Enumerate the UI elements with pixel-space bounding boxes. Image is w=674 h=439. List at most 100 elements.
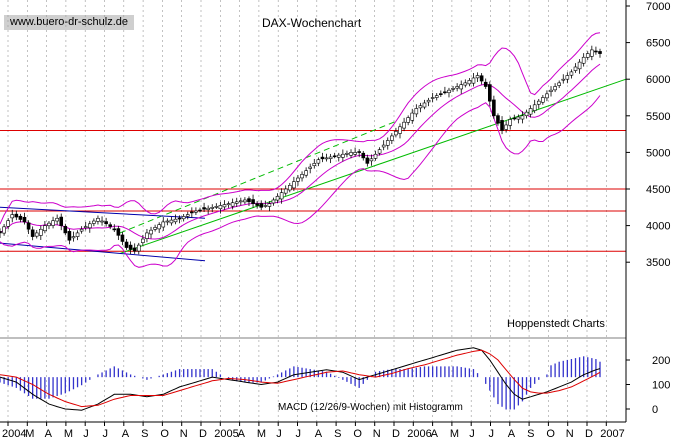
candle-body	[124, 241, 129, 248]
candle-body	[275, 196, 280, 201]
channel-lower-line	[0, 242, 206, 262]
candle-body	[210, 207, 215, 209]
candle-body	[598, 51, 602, 54]
time-tick-label: J	[469, 428, 475, 439]
candle-body	[365, 157, 370, 164]
macd-label: MACD (12/26/9-Wochen) mit Histogramm	[278, 402, 463, 413]
candle-body	[39, 228, 43, 236]
candle-body	[18, 215, 23, 220]
candle-body	[430, 97, 435, 99]
time-tick-label: D	[585, 428, 593, 439]
candle-body	[75, 232, 80, 237]
time-tick-label: 2005	[214, 428, 238, 439]
candle-body	[30, 229, 35, 237]
time-tick-label: J	[489, 428, 495, 439]
candle-body	[153, 227, 157, 230]
candle-body	[296, 177, 300, 182]
candle-body	[218, 205, 223, 210]
candle-body	[434, 95, 439, 98]
candle-body	[569, 71, 574, 76]
candle-body	[504, 124, 508, 130]
candle-body	[10, 214, 15, 219]
candle-body	[190, 211, 194, 214]
watermark-badge: www.buero-dr-schulz.de	[4, 15, 134, 30]
candle-body	[87, 223, 92, 229]
candle-body	[557, 82, 561, 86]
candle-body	[590, 49, 594, 57]
candle-body	[116, 228, 121, 236]
candle-body	[479, 75, 484, 82]
time-tick-label: J	[83, 428, 89, 439]
time-tick-label: M	[64, 428, 73, 439]
time-tick-label: A	[45, 428, 53, 439]
candle-body	[181, 216, 186, 220]
macd-tick-label: 200	[652, 355, 670, 367]
candle-body	[136, 244, 141, 252]
candle-body	[394, 131, 398, 136]
time-tick-label: O	[160, 428, 169, 439]
price-candles	[0, 45, 602, 255]
candle-body	[553, 86, 557, 91]
candle-body	[398, 126, 402, 134]
price-tick-label: 5500	[646, 111, 670, 123]
candle-body	[312, 163, 317, 166]
candle-body	[475, 75, 480, 79]
candle-body	[528, 108, 533, 115]
candle-body	[239, 200, 243, 203]
price-tick-label: 4000	[646, 221, 670, 233]
candle-body	[487, 84, 492, 102]
bollinger-lower	[0, 95, 601, 268]
signal-line	[0, 349, 601, 408]
candle-body	[581, 56, 586, 64]
candle-body	[43, 225, 47, 232]
candle-body	[455, 86, 459, 89]
macd-line	[0, 347, 601, 411]
uptrend-line	[119, 78, 627, 254]
candle-body	[251, 199, 255, 204]
candle-body	[308, 166, 313, 169]
candle-body	[206, 207, 210, 210]
price-tick-label: 3500	[646, 257, 670, 269]
candle-body	[157, 224, 161, 230]
candle-body	[410, 112, 415, 121]
candle-body	[426, 99, 431, 103]
support-levels	[0, 129, 626, 252]
candle-body	[463, 82, 468, 86]
time-tick-label: M	[257, 428, 266, 439]
candle-body	[406, 117, 410, 123]
candle-body	[149, 229, 153, 235]
time-tick-label: 2007	[600, 428, 624, 439]
candle-body	[385, 140, 390, 146]
candle-body	[447, 89, 451, 94]
candle-body	[336, 154, 341, 158]
price-axis-ticks: 7000 6500 6000 5500 5000 4500 4000 3500	[626, 1, 670, 269]
time-tick-label: A	[431, 428, 439, 439]
candle-body	[92, 220, 96, 224]
candle-body	[418, 105, 423, 109]
candle-body	[332, 155, 337, 158]
time-tick-label: D	[199, 428, 207, 439]
candle-body	[536, 100, 541, 105]
macd-axis-ticks: 200 100 0	[626, 355, 670, 416]
candle-body	[214, 206, 219, 208]
bollinger-middle	[0, 63, 601, 240]
trend-lines	[0, 78, 627, 262]
candle-body	[328, 156, 333, 159]
candle-body	[51, 220, 55, 226]
time-tick-label: M	[450, 428, 459, 439]
price-tick-label: 6500	[646, 38, 670, 50]
candle-body	[255, 203, 259, 206]
candle-body	[202, 207, 206, 210]
candle-body	[128, 244, 133, 250]
time-tick-label: O	[546, 428, 555, 439]
source-label: Hoppenstedt Charts	[507, 318, 605, 330]
candle-body	[561, 78, 566, 81]
candle-body	[169, 219, 174, 224]
candle-body	[524, 111, 529, 117]
candle-body	[304, 170, 308, 176]
time-tick-label: N	[373, 428, 381, 439]
candle-body	[100, 220, 104, 223]
time-tick-label: 2006	[407, 428, 431, 439]
